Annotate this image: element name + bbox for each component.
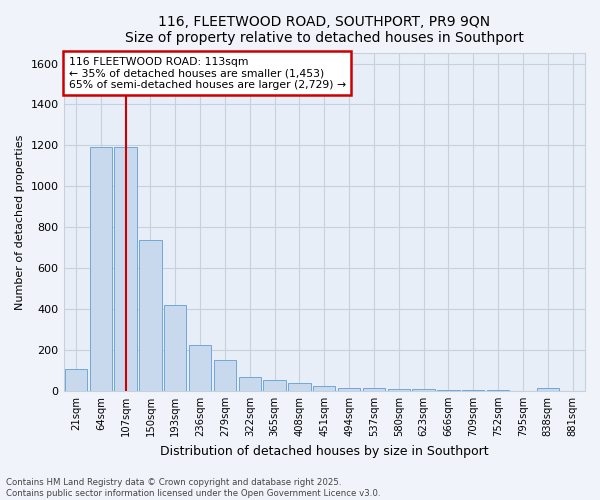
Bar xyxy=(536,388,559,391)
Bar xyxy=(214,360,236,391)
Text: 116 FLEETWOOD ROAD: 113sqm
← 35% of detached houses are smaller (1,453)
65% of s: 116 FLEETWOOD ROAD: 113sqm ← 35% of deta… xyxy=(69,56,346,90)
Bar xyxy=(338,388,360,391)
Bar xyxy=(239,376,261,391)
Bar xyxy=(388,389,410,391)
Bar xyxy=(89,148,112,391)
Bar xyxy=(139,240,161,391)
Bar xyxy=(487,390,509,391)
Bar xyxy=(462,390,484,391)
Text: Contains HM Land Registry data © Crown copyright and database right 2025.
Contai: Contains HM Land Registry data © Crown c… xyxy=(6,478,380,498)
Y-axis label: Number of detached properties: Number of detached properties xyxy=(15,134,25,310)
X-axis label: Distribution of detached houses by size in Southport: Distribution of detached houses by size … xyxy=(160,444,488,458)
Bar xyxy=(288,382,311,391)
Bar xyxy=(189,345,211,391)
Bar xyxy=(437,390,460,391)
Bar xyxy=(263,380,286,391)
Bar xyxy=(363,388,385,391)
Title: 116, FLEETWOOD ROAD, SOUTHPORT, PR9 9QN
Size of property relative to detached ho: 116, FLEETWOOD ROAD, SOUTHPORT, PR9 9QN … xyxy=(125,15,524,45)
Bar xyxy=(115,148,137,391)
Bar xyxy=(164,305,187,391)
Bar xyxy=(65,370,87,391)
Bar xyxy=(412,390,435,391)
Bar xyxy=(313,386,335,391)
